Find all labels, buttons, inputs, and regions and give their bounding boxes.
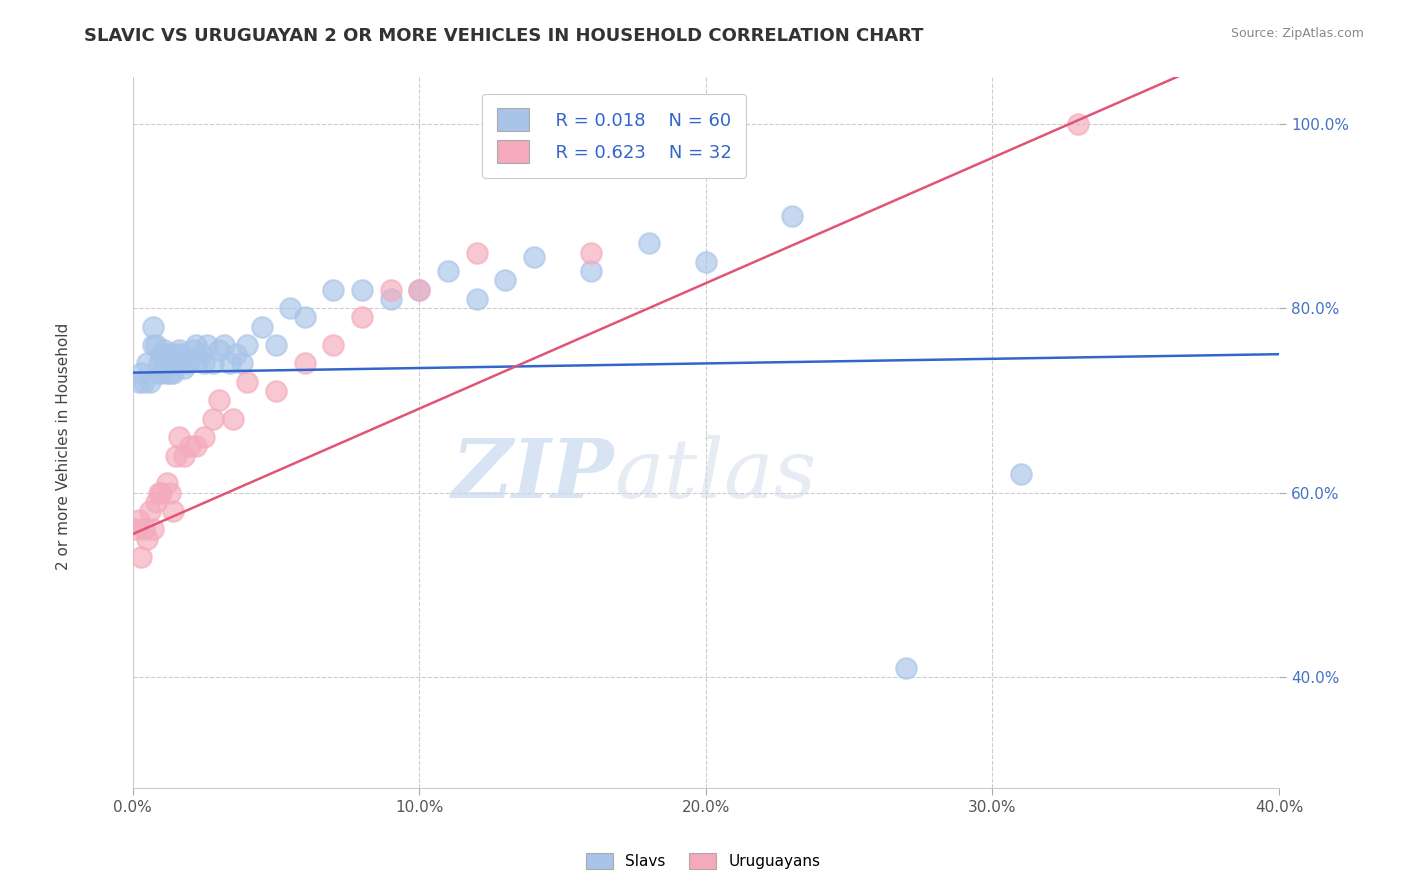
Point xyxy=(131,550,153,565)
Point xyxy=(184,338,207,352)
Point xyxy=(148,356,170,370)
Text: ZIP: ZIP xyxy=(451,435,614,516)
Point xyxy=(159,485,181,500)
Point xyxy=(225,347,247,361)
Point xyxy=(162,366,184,380)
Point xyxy=(236,375,259,389)
Text: atlas: atlas xyxy=(614,435,817,516)
Point xyxy=(350,310,373,325)
Point xyxy=(195,338,218,352)
Point xyxy=(150,485,173,500)
Point xyxy=(159,347,181,361)
Point xyxy=(193,430,215,444)
Point xyxy=(173,449,195,463)
Point xyxy=(139,504,162,518)
Point xyxy=(190,347,212,361)
Point xyxy=(494,273,516,287)
Point xyxy=(136,356,159,370)
Point xyxy=(380,283,402,297)
Point xyxy=(167,430,190,444)
Point xyxy=(637,236,659,251)
Point xyxy=(124,523,146,537)
Point xyxy=(153,343,176,357)
Point xyxy=(294,310,316,325)
Point xyxy=(156,347,179,361)
Point xyxy=(523,250,546,264)
Point xyxy=(437,264,460,278)
Point xyxy=(181,343,204,357)
Point xyxy=(134,375,156,389)
Point xyxy=(159,356,181,370)
Point xyxy=(142,319,165,334)
Point xyxy=(350,283,373,297)
Point xyxy=(162,356,184,370)
Point xyxy=(162,504,184,518)
Point xyxy=(214,338,236,352)
Point xyxy=(250,319,273,334)
Point xyxy=(408,283,430,297)
Point xyxy=(136,532,159,546)
Point xyxy=(322,283,344,297)
Point xyxy=(156,366,179,380)
Point xyxy=(131,366,153,380)
Point xyxy=(780,209,803,223)
Point xyxy=(1010,467,1032,482)
Point xyxy=(581,245,603,260)
Point xyxy=(165,449,187,463)
Point xyxy=(148,485,170,500)
Point xyxy=(202,411,225,425)
Point xyxy=(184,439,207,453)
Point xyxy=(167,351,190,366)
Point xyxy=(222,411,245,425)
Point xyxy=(193,356,215,370)
Point xyxy=(581,264,603,278)
Point xyxy=(165,356,187,370)
Point xyxy=(142,523,165,537)
Point xyxy=(465,292,488,306)
Point xyxy=(380,292,402,306)
Text: Source: ZipAtlas.com: Source: ZipAtlas.com xyxy=(1230,27,1364,40)
Point xyxy=(128,513,150,527)
Legend: Slavs, Uruguayans: Slavs, Uruguayans xyxy=(579,847,827,875)
Legend:   R = 0.018    N = 60,   R = 0.623    N = 32: R = 0.018 N = 60, R = 0.623 N = 32 xyxy=(482,94,747,178)
Text: 2 or more Vehicles in Household: 2 or more Vehicles in Household xyxy=(56,322,70,570)
Point xyxy=(165,347,187,361)
Point xyxy=(145,338,167,352)
Point xyxy=(1067,117,1090,131)
Point xyxy=(208,343,231,357)
Point xyxy=(179,439,201,453)
Point xyxy=(148,366,170,380)
Point xyxy=(187,351,209,366)
Point xyxy=(134,523,156,537)
Point xyxy=(176,356,198,370)
Point xyxy=(322,338,344,352)
Point xyxy=(465,245,488,260)
Point xyxy=(167,343,190,357)
Point xyxy=(294,356,316,370)
Point xyxy=(142,338,165,352)
Point xyxy=(153,361,176,376)
Point xyxy=(264,384,287,398)
Point xyxy=(236,338,259,352)
Point xyxy=(280,301,302,315)
Point xyxy=(264,338,287,352)
Point xyxy=(159,366,181,380)
Point xyxy=(150,347,173,361)
Text: SLAVIC VS URUGUAYAN 2 OR MORE VEHICLES IN HOUSEHOLD CORRELATION CHART: SLAVIC VS URUGUAYAN 2 OR MORE VEHICLES I… xyxy=(84,27,924,45)
Point xyxy=(896,661,918,675)
Point xyxy=(695,255,717,269)
Point xyxy=(231,356,253,370)
Point xyxy=(208,393,231,408)
Point xyxy=(170,347,193,361)
Point xyxy=(156,476,179,491)
Point xyxy=(150,366,173,380)
Point xyxy=(145,495,167,509)
Point xyxy=(219,356,242,370)
Point xyxy=(128,375,150,389)
Point xyxy=(408,283,430,297)
Point xyxy=(173,361,195,376)
Point xyxy=(139,375,162,389)
Point xyxy=(202,356,225,370)
Point xyxy=(179,351,201,366)
